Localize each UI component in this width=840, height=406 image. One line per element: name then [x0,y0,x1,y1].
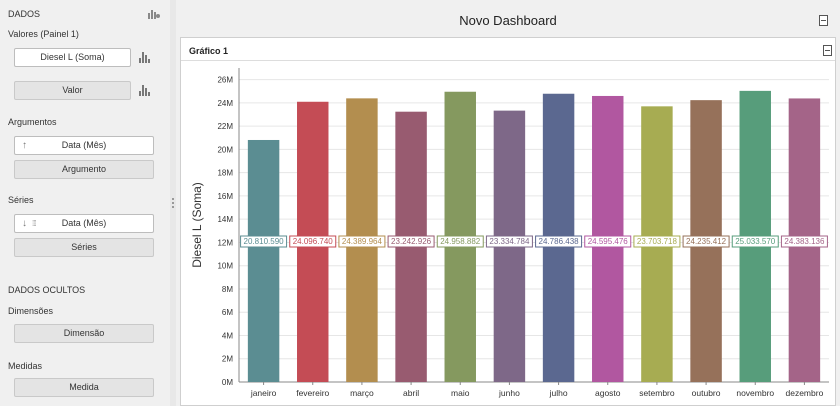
dimensions-header: Dimensões [8,306,54,316]
data-label: 23.242.926 [391,237,432,246]
hidden-data-header: DADOS OCULTOS [8,285,86,295]
data-label: 20.810.590 [244,237,285,246]
data-label-box [535,235,583,248]
y-tick-label: 26M [217,76,233,85]
data-label-box [436,235,484,248]
data-label-box [633,235,681,248]
data-label-box [780,235,828,248]
y-tick-label: 22M [217,122,233,131]
values-header: Valores (Painel 1) [8,29,79,39]
drag-grip-icon[interactable]: ⁞⁞⁞ [32,219,37,228]
data-label-box [682,235,730,248]
series-item-date[interactable]: ↓ ⁞⁞⁞ Data (Mês) [14,214,154,233]
y-tick-label: 14M [217,215,233,224]
sort-up-icon[interactable]: ↑ [22,140,27,151]
series-header: Séries [8,195,34,205]
y-tick-label: 16M [217,192,233,201]
arguments-header: Argumentos [8,117,57,127]
x-tick-label: julho [549,388,568,398]
x-tick-label: novembro [736,388,774,398]
data-label-box [387,235,435,248]
data-label: 24.958.882 [440,237,481,246]
x-tick-label: setembro [639,388,675,398]
data-items-panel: DADOS Valores (Painel 1) Diesel L (Soma)… [0,0,170,406]
series-item-label: Data (Mês) [61,218,107,228]
dashboard-title: Novo Dashboard [459,13,557,28]
y-tick-label: 8M [222,285,233,294]
value-placeholder[interactable]: Valor [14,81,131,100]
x-tick-label: fevereiro [296,388,329,398]
data-label-box [240,235,288,248]
argument-placeholder[interactable]: Argumento [14,160,154,179]
data-label: 24.595.476 [588,237,629,246]
data-label: 24.383.136 [784,237,825,246]
data-label-box [485,235,533,248]
argument-item-label: Data (Mês) [61,140,107,150]
y-tick-label: 12M [217,238,233,247]
bar-chart: 0M 2M 4M 6M 8M 10M 12M 14M 16M 18M 20M 22M 24M 26M Die… [190,68,829,398]
data-label: 25.033.570 [735,237,776,246]
panel-title: Gráfico 1 [189,46,229,56]
panel-splitter[interactable] [170,0,176,406]
x-tick-label: dezembro [786,388,824,398]
data-label: 23.703.718 [637,237,678,246]
data-label-box [731,235,779,248]
data-label-box [584,235,632,248]
y-tick-label: 20M [217,145,233,154]
y-tick-label: 2M [222,355,233,364]
panel-export-icon[interactable] [823,45,832,56]
x-tick-label: abril [403,388,419,398]
bar-janeiro[interactable] [247,139,280,382]
data-header: DADOS [8,9,41,19]
data-label: 23.334.784 [489,237,530,246]
argument-item-date[interactable]: ↑ Data (Mês) [14,136,154,155]
data-label: 24.786.438 [539,237,580,246]
chart-options-icon[interactable] [139,84,151,96]
value-item-diesel[interactable]: Diesel L (Soma) [14,48,131,67]
x-tick-label: março [350,388,374,398]
measures-header: Medidas [8,361,43,371]
y-tick-label: 18M [217,169,233,178]
export-icon[interactable] [819,15,828,26]
y-tick-label: 6M [222,308,233,317]
sort-down-icon[interactable]: ↓ [22,218,27,229]
chart-panel: Gráfico 1 0M 2M 4M 6M 8M 10M 12M 14M 16M 18M 20M 22… [180,37,836,406]
x-tick-label: junho [498,388,520,398]
series-placeholder[interactable]: Séries [14,238,154,257]
y-axis-title: Diesel L (Soma) [190,182,204,268]
data-source-icon[interactable] [148,8,160,19]
chart-options-icon[interactable] [139,51,151,63]
y-tick-label: 0M [222,378,233,387]
data-label: 24.389.964 [342,237,383,246]
dashboard-area: Novo Dashboard Gráfico 1 0M 2M 4M 6M 8M 10M 12… [176,0,840,406]
measure-placeholder[interactable]: Medida [14,378,154,397]
y-tick-label: 4M [222,331,233,340]
x-tick-label: maio [451,388,470,398]
data-label-box [338,235,386,248]
x-tick-label: janeiro [250,388,277,398]
data-label: 24.235.412 [686,237,727,246]
y-tick-label: 24M [217,99,233,108]
data-label: 24.096.740 [293,237,334,246]
x-tick-label: agosto [595,388,621,398]
x-tick-label: outubro [692,388,721,398]
y-tick-label: 10M [217,262,233,271]
data-label-box [289,235,337,248]
dimension-placeholder[interactable]: Dimensão [14,324,154,343]
